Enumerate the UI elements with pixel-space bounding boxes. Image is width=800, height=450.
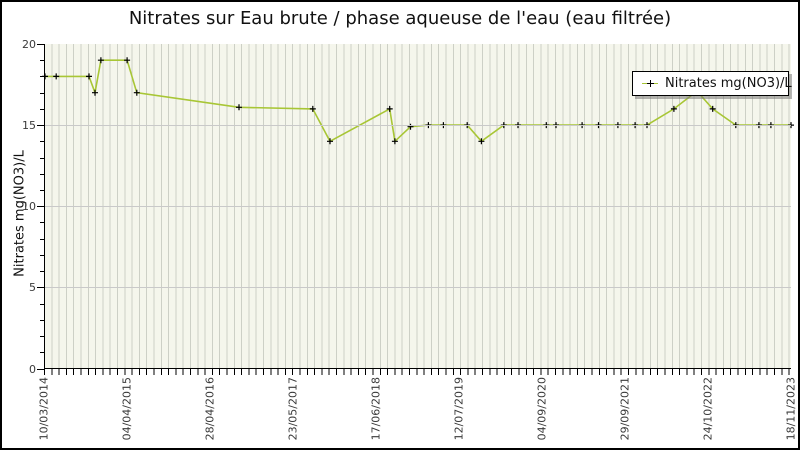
y-minor-tick bbox=[40, 238, 44, 240]
x-tick-label-12-07-2019: 12/07/2019 bbox=[452, 377, 466, 441]
x-tick-label-04-09-2020: 04/09/2020 bbox=[535, 377, 549, 441]
y-major-tick bbox=[37, 206, 44, 208]
y-major-tick bbox=[37, 125, 44, 127]
y-tick-label-20: 20 bbox=[22, 38, 36, 51]
y-tick-label-10: 10 bbox=[22, 200, 36, 214]
y-minor-tick bbox=[40, 190, 44, 192]
y-minor-tick bbox=[40, 92, 44, 94]
gridline-y-5 bbox=[45, 287, 791, 289]
x-tick-label-10-03-2014: 10/03/2014 bbox=[37, 377, 51, 441]
x-tick-label-17-06-2018: 17/06/2018 bbox=[369, 377, 383, 441]
gridline-y-15 bbox=[45, 125, 791, 127]
x-tick-label-23-05-2017: 23/05/2017 bbox=[286, 377, 300, 441]
x-axis-minor-ticks bbox=[44, 369, 791, 375]
y-major-tick bbox=[37, 44, 44, 45]
y-tick-label-15: 15 bbox=[22, 119, 36, 133]
y-minor-tick bbox=[40, 336, 44, 338]
y-minor-tick bbox=[40, 222, 44, 224]
series-marker-icon bbox=[642, 79, 658, 88]
y-minor-tick bbox=[40, 108, 44, 110]
y-tick-label-0: 0 bbox=[29, 362, 36, 376]
series-point-markers bbox=[42, 57, 794, 145]
legend-label: Nitrates mg(NO3)/L bbox=[665, 76, 792, 91]
legend-box: Nitrates mg(NO3)/L bbox=[632, 71, 792, 96]
x-tick-label-18-11-2023: 18/11/2023 bbox=[784, 377, 797, 441]
y-minor-tick bbox=[40, 319, 44, 321]
y-major-tick bbox=[37, 287, 44, 289]
y-minor-tick bbox=[40, 76, 44, 78]
y-minor-tick bbox=[40, 60, 44, 62]
x-tick-label-24-10-2022: 24/10/2022 bbox=[701, 377, 715, 441]
y-minor-tick bbox=[40, 254, 44, 256]
y-minor-tick bbox=[40, 173, 44, 175]
y-tick-label-5: 5 bbox=[29, 281, 36, 295]
chart-title: Nitrates sur Eau brute / phase aqueuse d… bbox=[128, 8, 672, 29]
y-major-tick bbox=[37, 368, 44, 370]
x-tick-label-04-04-2015: 04/04/2015 bbox=[120, 377, 134, 441]
y-minor-tick bbox=[40, 157, 44, 159]
y-minor-tick bbox=[40, 141, 44, 143]
x-tick-label-28-04-2016: 28/04/2016 bbox=[203, 377, 217, 441]
y-minor-tick bbox=[40, 271, 44, 273]
y-minor-tick bbox=[40, 352, 44, 354]
x-tick-label-29-09-2021: 29/09/2021 bbox=[618, 377, 632, 441]
y-minor-tick bbox=[40, 303, 44, 305]
y-axis-title: Nitrates mg(NO3)/L bbox=[12, 150, 28, 277]
gridline-y-10 bbox=[45, 206, 791, 208]
nitrates-line-series bbox=[42, 57, 794, 145]
plot-area bbox=[42, 44, 794, 369]
